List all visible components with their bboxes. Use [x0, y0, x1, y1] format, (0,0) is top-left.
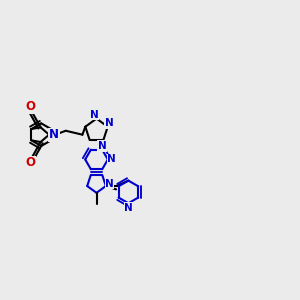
Text: N: N: [107, 154, 116, 164]
Text: N: N: [105, 118, 113, 128]
Text: N: N: [90, 110, 98, 120]
Text: N: N: [105, 178, 114, 189]
Text: N: N: [49, 128, 59, 141]
Text: O: O: [26, 100, 36, 113]
Text: N: N: [98, 141, 106, 151]
Text: O: O: [26, 156, 36, 169]
Text: N: N: [124, 202, 133, 212]
